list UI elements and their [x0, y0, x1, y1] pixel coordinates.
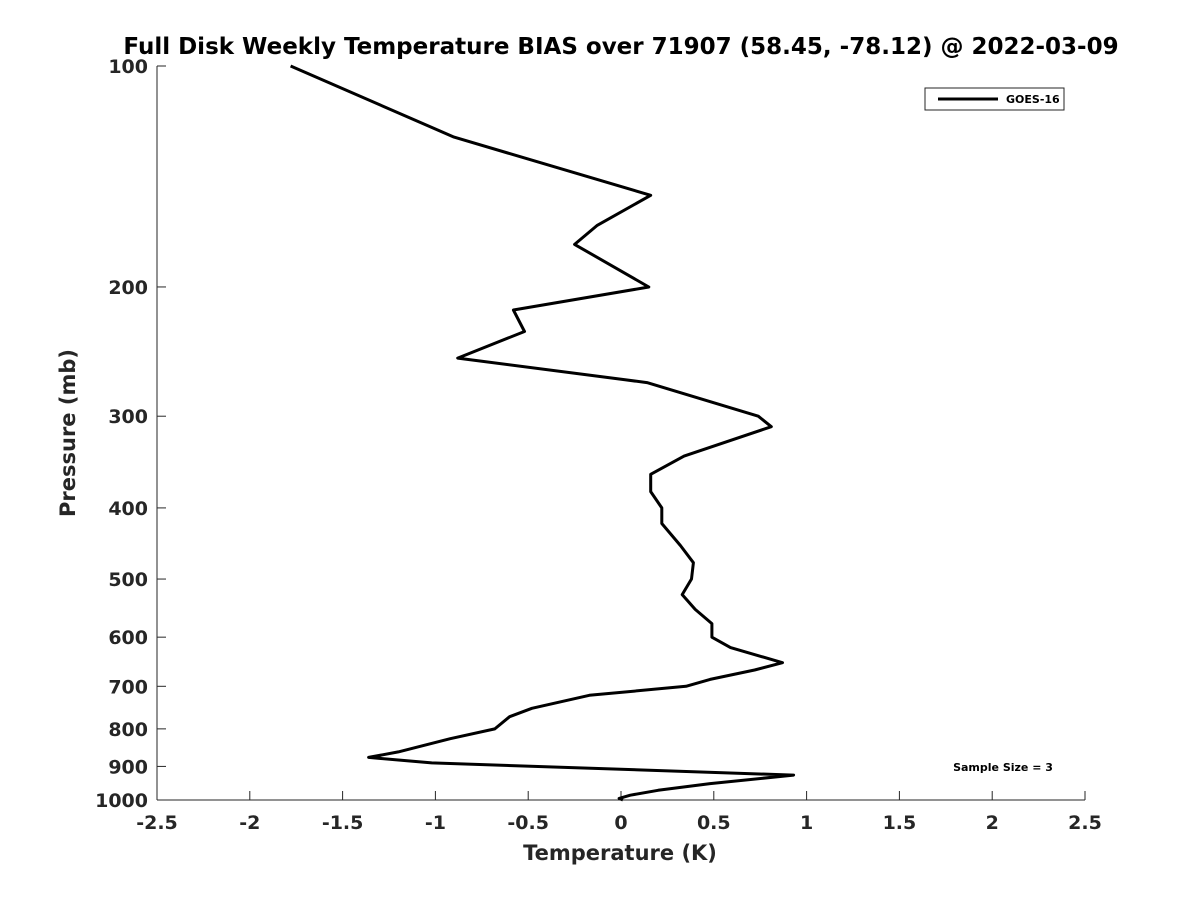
y-tick-label: 700	[108, 676, 148, 698]
legend-label-goes-16: GOES-16	[1006, 93, 1060, 106]
y-tick-label: 200	[108, 277, 148, 299]
y-tick-label: 1000	[95, 790, 148, 812]
x-axis-label: Temperature (K)	[523, 841, 717, 865]
y-tick-label: 300	[108, 406, 148, 428]
chart-title: Full Disk Weekly Temperature BIAS over 7…	[123, 34, 1118, 60]
y-tick-label: 400	[108, 498, 148, 520]
series-layer	[290, 64, 796, 802]
y-tick-label: 900	[108, 756, 148, 778]
x-tick-label: -2.5	[136, 812, 178, 834]
x-tick-label: -1.5	[322, 812, 364, 834]
y-tick-label: 800	[108, 719, 148, 741]
legend: GOES-16	[924, 87, 1065, 111]
x-tick-label: 1	[800, 812, 813, 834]
x-tick-label: 2.5	[1068, 812, 1102, 834]
y-axis-ticks: 100 200 300 400 500 600 700 800 900 1000	[95, 56, 166, 812]
axes	[156, 66, 1085, 801]
y-tick-label: 600	[108, 627, 148, 649]
x-tick-label: -1	[425, 812, 446, 834]
x-axis-ticks: -2.5 -2 -1.5 -1 -0.5 0 0.5 1 1.5 2 2.5	[136, 791, 1102, 834]
y-axis-label: Pressure (mb)	[56, 349, 80, 517]
x-tick-label: 0.5	[697, 812, 731, 834]
x-tick-label: -2	[239, 812, 260, 834]
series-line-goes-16	[290, 64, 796, 802]
x-tick-label: 2	[986, 812, 999, 834]
y-tick-label: 100	[108, 56, 148, 78]
x-tick-label: 0	[614, 812, 627, 834]
sample-size-annotation: Sample Size = 3	[953, 761, 1053, 774]
x-tick-label: -0.5	[507, 812, 549, 834]
x-tick-label: 1.5	[883, 812, 917, 834]
y-tick-label: 500	[108, 569, 148, 591]
